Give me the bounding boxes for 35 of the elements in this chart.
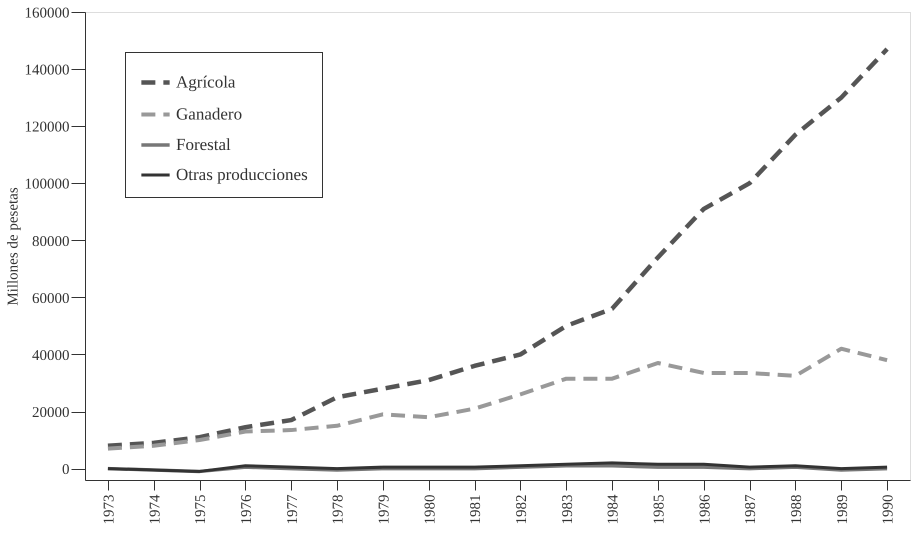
line-series xyxy=(106,461,889,473)
y-tick-label: 0 xyxy=(62,462,70,478)
x-tick-label: 1974 xyxy=(147,494,164,524)
legend-label: Forestal xyxy=(176,135,232,154)
x-tick-label: 1984 xyxy=(606,494,622,524)
x-tick-label: 1987 xyxy=(743,494,760,524)
x-tick-label: 1983 xyxy=(560,494,576,524)
y-tick-label: 100000 xyxy=(24,176,70,193)
y-tick-label: 140000 xyxy=(24,62,70,79)
y-tick-label: 80000 xyxy=(32,234,70,250)
legend-label: Agrícola xyxy=(176,72,236,92)
x-tick-label: 1989 xyxy=(834,494,851,524)
line-series xyxy=(106,346,890,451)
x-tick-label: 1976 xyxy=(238,494,255,524)
x-tick-label: 1973 xyxy=(101,494,118,524)
x-tick-label: 1980 xyxy=(422,494,438,524)
y-tick-label: 40000 xyxy=(32,348,70,364)
y-tick-label: 160000 xyxy=(24,6,70,22)
x-tick-label: 1977 xyxy=(284,494,301,524)
x-tick-label: 1986 xyxy=(697,494,714,524)
x-tick-label: 1990 xyxy=(880,494,897,524)
line-series xyxy=(106,46,890,448)
x-tick-label: 1981 xyxy=(468,494,484,524)
x-tick-label: 1975 xyxy=(193,494,210,524)
y-axis-title: Millones de pesetas xyxy=(6,187,22,306)
y-tick-label: 60000 xyxy=(32,290,70,307)
y-tick-label: 120000 xyxy=(24,120,70,136)
legend-label: Otras producciones xyxy=(176,165,308,184)
x-tick-label: 1988 xyxy=(788,494,805,524)
x-tick-label: 1978 xyxy=(330,494,347,524)
legend-label: Ganadero xyxy=(176,104,242,124)
y-tick-label: 20000 xyxy=(32,405,70,422)
x-tick-label: 1985 xyxy=(651,494,668,524)
x-tick-label: 1982 xyxy=(514,494,530,524)
x-tick-label: 1979 xyxy=(376,494,392,524)
